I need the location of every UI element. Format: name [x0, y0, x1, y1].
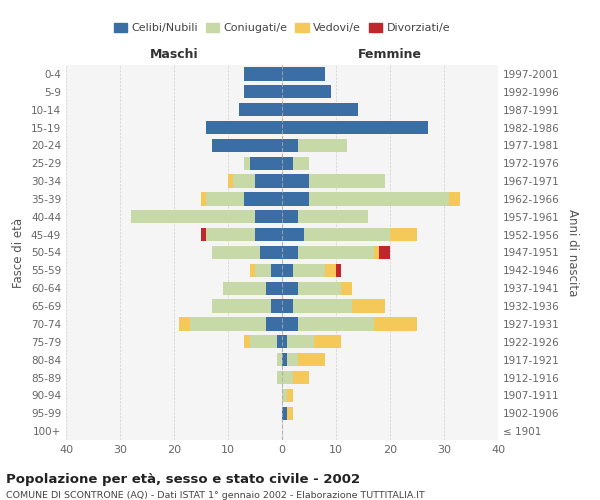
- Bar: [212, 300, 271, 313]
- Bar: [304, 228, 390, 241]
- Bar: [212, 138, 282, 152]
- Bar: [266, 317, 282, 330]
- Bar: [282, 264, 293, 277]
- Bar: [282, 174, 309, 188]
- Bar: [250, 335, 277, 348]
- Bar: [282, 388, 287, 402]
- Bar: [341, 282, 352, 295]
- Bar: [228, 174, 233, 188]
- Bar: [179, 317, 190, 330]
- Bar: [282, 156, 293, 170]
- Bar: [298, 210, 368, 224]
- Bar: [282, 335, 287, 348]
- Bar: [244, 156, 250, 170]
- Bar: [250, 156, 282, 170]
- Bar: [282, 406, 287, 420]
- Bar: [244, 85, 282, 98]
- Bar: [293, 371, 309, 384]
- Bar: [282, 371, 293, 384]
- Bar: [255, 210, 282, 224]
- Bar: [201, 228, 206, 241]
- Bar: [287, 353, 298, 366]
- Bar: [223, 282, 266, 295]
- Bar: [390, 228, 417, 241]
- Bar: [282, 300, 293, 313]
- Bar: [239, 103, 282, 117]
- Bar: [255, 264, 271, 277]
- Bar: [206, 228, 255, 241]
- Bar: [212, 246, 260, 259]
- Bar: [287, 406, 293, 420]
- Y-axis label: Fasce di età: Fasce di età: [13, 218, 25, 288]
- Bar: [271, 264, 282, 277]
- Bar: [298, 317, 374, 330]
- Bar: [271, 300, 282, 313]
- Bar: [298, 353, 325, 366]
- Bar: [282, 246, 298, 259]
- Bar: [282, 282, 298, 295]
- Bar: [309, 174, 385, 188]
- Bar: [255, 174, 282, 188]
- Bar: [293, 156, 309, 170]
- Bar: [244, 335, 250, 348]
- Bar: [282, 85, 331, 98]
- Bar: [282, 228, 304, 241]
- Bar: [374, 246, 379, 259]
- Bar: [325, 264, 336, 277]
- Bar: [298, 246, 374, 259]
- Bar: [287, 388, 293, 402]
- Bar: [277, 353, 282, 366]
- Bar: [282, 67, 325, 80]
- Bar: [233, 174, 255, 188]
- Legend: Celibi/Nubili, Coniugati/e, Vedovi/e, Divorziati/e: Celibi/Nubili, Coniugati/e, Vedovi/e, Di…: [109, 18, 455, 38]
- Text: Maschi: Maschi: [149, 48, 199, 61]
- Bar: [282, 353, 287, 366]
- Bar: [282, 121, 428, 134]
- Bar: [131, 210, 255, 224]
- Bar: [206, 121, 282, 134]
- Bar: [309, 192, 449, 205]
- Text: Femmine: Femmine: [358, 48, 422, 61]
- Bar: [277, 335, 282, 348]
- Bar: [201, 192, 206, 205]
- Y-axis label: Anni di nascita: Anni di nascita: [566, 209, 579, 296]
- Bar: [298, 282, 341, 295]
- Bar: [282, 317, 298, 330]
- Bar: [282, 210, 298, 224]
- Bar: [293, 300, 352, 313]
- Bar: [314, 335, 341, 348]
- Text: COMUNE DI SCONTRONE (AQ) - Dati ISTAT 1° gennaio 2002 - Elaborazione TUTTITALIA.: COMUNE DI SCONTRONE (AQ) - Dati ISTAT 1°…: [6, 491, 425, 500]
- Bar: [250, 264, 255, 277]
- Bar: [379, 246, 390, 259]
- Bar: [293, 264, 325, 277]
- Bar: [244, 192, 282, 205]
- Bar: [282, 192, 309, 205]
- Bar: [206, 192, 244, 205]
- Bar: [266, 282, 282, 295]
- Bar: [277, 371, 282, 384]
- Bar: [287, 335, 314, 348]
- Bar: [374, 317, 417, 330]
- Bar: [190, 317, 266, 330]
- Bar: [282, 138, 298, 152]
- Bar: [282, 103, 358, 117]
- Bar: [449, 192, 460, 205]
- Text: Popolazione per età, sesso e stato civile - 2002: Popolazione per età, sesso e stato civil…: [6, 472, 360, 486]
- Bar: [298, 138, 347, 152]
- Bar: [352, 300, 385, 313]
- Bar: [336, 264, 341, 277]
- Bar: [255, 228, 282, 241]
- Bar: [260, 246, 282, 259]
- Bar: [244, 67, 282, 80]
